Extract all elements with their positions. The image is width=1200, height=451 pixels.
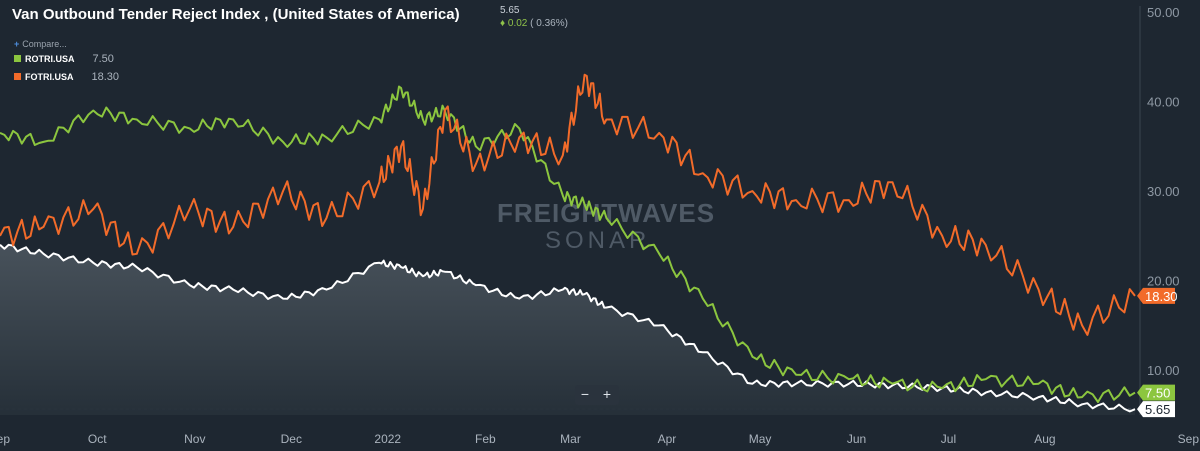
x-tick-label: Feb [475, 432, 496, 446]
x-tick-label: Dec [281, 432, 302, 446]
last-value-badge-rotri: 7.50 [1137, 384, 1175, 401]
zoom-in-button[interactable]: + [602, 386, 612, 402]
badge-shape [1137, 384, 1175, 401]
legend-item-rotri[interactable]: ROTRI.USA 7.50 [14, 53, 114, 65]
badge-label: 18.30 [1145, 289, 1178, 304]
series-area-votri [0, 244, 1135, 415]
x-tick-label: Sep [1178, 432, 1200, 446]
x-tick-label: Aug [1034, 432, 1055, 446]
last-value-badge-fotri: 18.30 [1137, 287, 1178, 304]
series-line-rotri [0, 85, 1136, 403]
y-tick-label: 20.00 [1147, 274, 1180, 289]
change-readout: ♦ 0.02 ( 0.36%) [500, 18, 568, 29]
y-tick-label: 10.00 [1147, 363, 1180, 378]
series-line-votri [0, 243, 1136, 413]
compare-label: Compare... [22, 39, 67, 49]
badge-label: 7.50 [1145, 386, 1170, 401]
x-tick-label: Jul [941, 432, 956, 446]
x-tick-label: 2022 [374, 432, 401, 446]
y-tick-label: 30.00 [1147, 184, 1180, 199]
legend-name: FOTRI.USA [25, 72, 74, 82]
zoom-out-button[interactable]: − [580, 386, 590, 402]
plus-icon: + [14, 39, 20, 49]
chart-title: Van Outbound Tender Reject Index , (Unit… [12, 6, 460, 23]
x-tick-label: Sep [0, 432, 10, 446]
current-value: 5.65 [500, 5, 520, 16]
legend-name: ROTRI.USA [25, 54, 75, 64]
watermark: FREIGHTWAVES SONAR [497, 198, 715, 254]
x-tick-label: Oct [88, 432, 107, 446]
legend-value: 18.30 [91, 71, 120, 83]
badge-shape [1137, 401, 1175, 418]
badge-shape [1137, 287, 1175, 304]
change-value: 0.02 [507, 18, 528, 29]
watermark-line1: FREIGHTWAVES [497, 198, 715, 228]
legend-value: 7.50 [92, 53, 114, 65]
y-tick-label: 50.00 [1147, 5, 1180, 20]
last-value-badge-votri: 5.65 [1137, 401, 1175, 418]
change-percent: ( 0.36%) [530, 18, 568, 29]
x-tick-label: Nov [184, 432, 205, 446]
legend-swatch [14, 55, 21, 62]
compare-button[interactable]: + Compare... [14, 39, 67, 49]
x-tick-label: Jun [847, 432, 866, 446]
zoom-control: − + [575, 385, 619, 405]
watermark-line2: SONAR [545, 227, 650, 254]
x-tick-label: May [749, 432, 772, 446]
series-line-fotri [0, 73, 1136, 336]
legend-item-fotri[interactable]: FOTRI.USA 18.30 [14, 71, 119, 83]
legend-swatch [14, 73, 21, 80]
badge-label: 5.65 [1145, 402, 1170, 417]
x-tick-label: Apr [658, 432, 677, 446]
change-up-icon: ♦ [500, 18, 508, 29]
x-tick-label: Mar [560, 432, 581, 446]
y-tick-label: 40.00 [1147, 95, 1180, 110]
